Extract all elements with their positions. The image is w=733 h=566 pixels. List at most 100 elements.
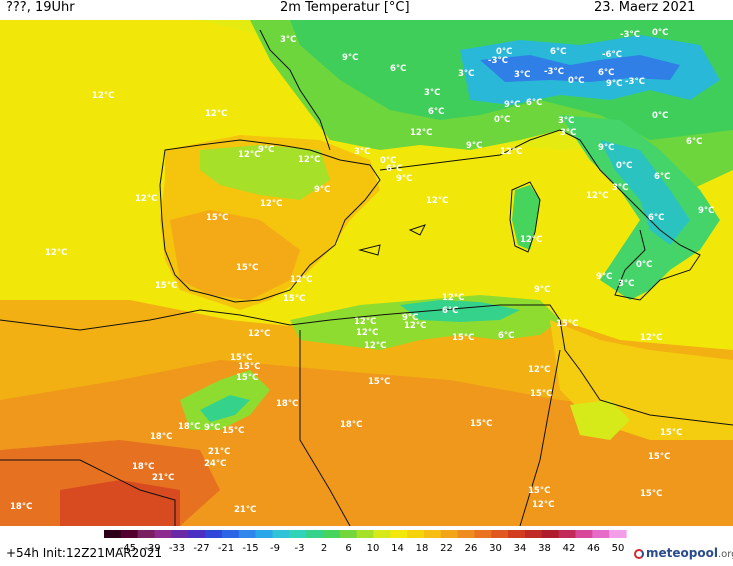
temperature-label: 6°C [386, 164, 402, 174]
temperature-label: 12°C [354, 317, 376, 327]
temperature-label: 3°C [280, 35, 296, 45]
temperature-label: -6°C [602, 50, 622, 60]
legend-swatch [306, 530, 324, 538]
temperature-label: 15°C [648, 452, 670, 462]
brand-domain: .org [717, 549, 733, 560]
temperature-label: 18°C [340, 420, 362, 430]
temperature-label: 6°C [442, 306, 458, 316]
temperature-label: 15°C [238, 362, 260, 372]
legend-swatch [508, 530, 526, 538]
legend-tick-label: 34 [514, 543, 527, 554]
temperature-label: 9°C [598, 143, 614, 153]
temperature-label: 15°C [222, 426, 244, 436]
legend-tick-label: -45 [120, 543, 136, 554]
temp-zone-apennines [600, 140, 690, 245]
temperature-label: 12°C [500, 147, 522, 157]
temperature-label: 12°C [528, 365, 550, 375]
temperature-label: 15°C [556, 319, 578, 329]
legend-swatch [524, 530, 543, 538]
temperature-label: 12°C [205, 109, 227, 119]
island-sardinia [512, 185, 540, 250]
temperature-label: 12°C [410, 128, 432, 138]
temperature-label: 9°C [396, 174, 412, 184]
legend-swatch [272, 530, 290, 538]
legend-tick-label: -15 [242, 543, 258, 554]
temperature-label: 6°C [390, 64, 406, 74]
legend-swatch [609, 530, 627, 538]
legend-tick-label: -27 [193, 543, 209, 554]
temperature-label: -3°C [488, 56, 508, 66]
temp-zone-iberia-north [200, 145, 330, 200]
legend-swatch [491, 530, 509, 538]
coastlines [0, 29, 733, 526]
temperature-label: 18°C [150, 432, 172, 442]
temperature-label: 24°C [204, 459, 226, 469]
temperature-label: 15°C [368, 377, 390, 387]
meteopool-logo[interactable]: meteopool.org [634, 546, 733, 560]
temperature-label: 15°C [452, 333, 474, 343]
temperature-label: 12°C [290, 275, 312, 285]
temperature-label: 9°C [606, 79, 622, 89]
legend-tick-label: 38 [538, 543, 551, 554]
temperature-label: 21°C [208, 447, 230, 457]
valid-date: 23. Maerz 2021 [594, 0, 696, 15]
temperature-label: 0°C [568, 76, 584, 86]
temperature-label: 15°C [530, 389, 552, 399]
legend-swatch [592, 530, 610, 538]
temperature-label: 21°C [234, 505, 256, 515]
legend-tick-label: 18 [416, 543, 429, 554]
legend-swatch [120, 530, 139, 538]
legend-tick-label: 6 [345, 543, 351, 554]
legend-tick-label: 42 [563, 543, 576, 554]
temperature-label: 9°C [204, 423, 220, 433]
legend-tick-label: 50 [612, 543, 625, 554]
temperature-label: 12°C [135, 194, 157, 204]
legend-swatch [104, 530, 122, 538]
legend-tick-label: 2 [321, 543, 327, 554]
legend-swatch [373, 530, 391, 538]
temperature-label: 12°C [298, 155, 320, 165]
temperature-label: 12°C [640, 333, 662, 343]
temperature-label: 0°C [380, 156, 396, 166]
legend-swatch [407, 530, 425, 538]
temperature-labels: 12°C12°C12°C12°C12°C9°C12°C9°C12°C15°C15… [10, 28, 714, 515]
temperature-label: 12°C [260, 199, 282, 209]
temperature-label: 6°C [498, 331, 514, 341]
temperature-label: 9°C [466, 141, 482, 151]
legend-tick-label: -3 [295, 543, 305, 554]
temperature-label: 15°C [236, 373, 258, 383]
temperature-label: 9°C [534, 285, 550, 295]
temperature-label: 15°C [206, 213, 228, 223]
temperature-label: 6°C [550, 47, 566, 57]
model-run-info: +54h Init:12Z21MAR2021 [6, 546, 163, 560]
temperature-label: 6°C [648, 213, 664, 223]
temperature-label: 18°C [132, 462, 154, 472]
temperature-label: 6°C [428, 107, 444, 117]
temperature-label: 9°C [504, 100, 520, 110]
temp-zone-high-atlas-cold [200, 395, 250, 422]
temperature-label: 9°C [402, 313, 418, 323]
legend-swatch [289, 530, 307, 538]
legend-tick-label: -21 [218, 543, 234, 554]
map-title: 2m Temperatur [°C] [280, 0, 410, 15]
temperature-label: 3°C [514, 70, 530, 80]
color-legend: -45 -39 -33 -27 -21 -15 -9 -3 2 6 10 14 18 22 26 30 34 38… [104, 530, 627, 554]
temperature-label: 6°C [686, 137, 702, 147]
temperature-label: 12°C [532, 500, 554, 510]
temperature-map: 12°C12°C12°C12°C12°C9°C12°C9°C12°C15°C15… [0, 20, 733, 526]
legend-swatch [322, 530, 341, 538]
temperature-label: 12°C [238, 150, 260, 160]
temperature-label: 15°C [528, 486, 550, 496]
legend-tick-label: 14 [391, 543, 404, 554]
legend-color-bar [104, 530, 627, 538]
legend-swatch [238, 530, 257, 538]
temperature-label: 0°C [494, 115, 510, 125]
temperature-label: 9°C [314, 185, 330, 195]
temperature-label: 15°C [155, 281, 177, 291]
temperature-label: 6°C [598, 68, 614, 78]
legend-swatch [188, 530, 206, 538]
meteopool-logo-icon [634, 549, 644, 559]
temperature-label: 12°C [442, 293, 464, 303]
run-time-label: ???, 19Uhr [6, 0, 75, 15]
temperature-label: 0°C [496, 47, 512, 57]
